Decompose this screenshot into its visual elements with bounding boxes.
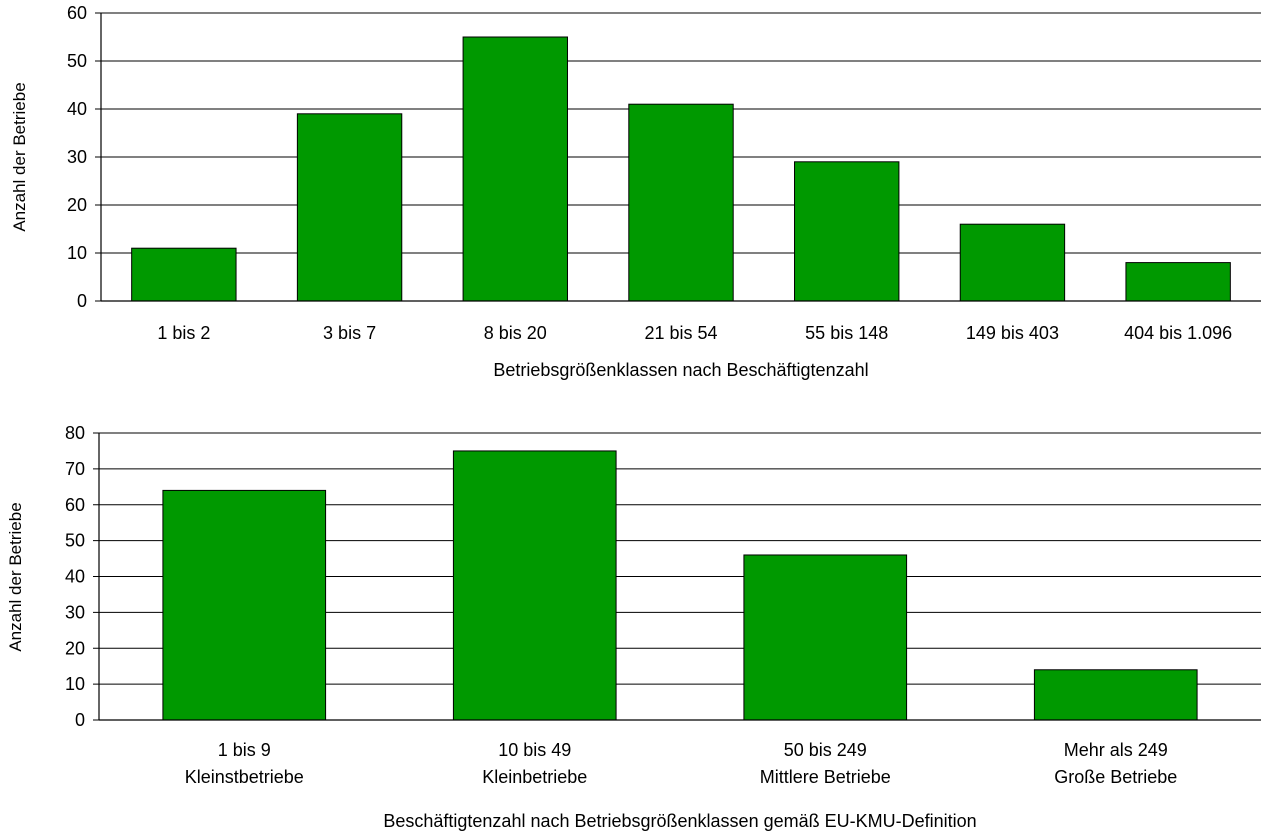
x-tick-label: 1 bis 9 Kleinstbetriebe [185, 740, 304, 787]
y-tick-label: 30 [65, 602, 85, 622]
y-tick-label: 10 [67, 243, 87, 263]
x-axis-title: Beschäftigtenzahl nach Betriebsgrößenkla… [383, 811, 976, 831]
y-tick-label: 50 [67, 51, 87, 71]
y-tick-label: 70 [65, 459, 85, 479]
y-tick-label: 60 [65, 495, 85, 515]
y-tick-label: 50 [65, 531, 85, 551]
y-tick-label: 20 [67, 195, 87, 215]
x-tick-label: 50 bis 249 Mittlere Betriebe [760, 740, 891, 787]
bar [162, 489, 327, 721]
x-tick-label: 55 bis 148 [805, 323, 888, 343]
x-axis-title: Betriebsgrößenklassen nach Beschäftigten… [493, 360, 868, 380]
y-tick-label: 0 [75, 710, 85, 730]
y-tick-label: 40 [67, 99, 87, 119]
chart-eu-kmu-klassen: 0 10 20 30 40 50 60 70 80 1 bis 9 Kleinstbetriebe 1… [6, 423, 1261, 831]
bar [743, 554, 908, 721]
x-tick-label: 21 bis 54 [644, 323, 717, 343]
y-tick-label: 40 [65, 567, 85, 587]
y-tick-label: 80 [65, 423, 85, 443]
y-tick-label: 10 [65, 674, 85, 694]
y-axis-title: Anzahl der Betriebe [10, 82, 29, 231]
y-tick-label: 30 [67, 147, 87, 167]
bar [1033, 669, 1198, 721]
bar [296, 113, 403, 302]
x-tick-label: Mehr als 249 Große Betriebe [1054, 740, 1177, 787]
y-tick-label: 20 [65, 638, 85, 658]
bar [1125, 262, 1231, 302]
bar [794, 161, 900, 302]
x-tick-label: 10 bis 49 Kleinbetriebe [482, 740, 587, 787]
chart-betriebsgroessenklassen: 0 10 20 30 40 50 60 1 bis 2 3 bis 7 8 bis 20 21 bi… [10, 3, 1261, 380]
bar [959, 223, 1066, 302]
x-tick-label: 3 bis 7 [323, 323, 376, 343]
y-tick-label: 60 [67, 3, 87, 23]
y-tick-label: 0 [77, 291, 87, 311]
bar [452, 450, 617, 721]
x-tick-label: 404 bis 1.096 [1124, 323, 1232, 343]
bar [131, 247, 237, 302]
x-tick-label: 149 bis 403 [966, 323, 1059, 343]
bar [628, 103, 734, 302]
y-axis-title: Anzahl der Betriebe [6, 502, 25, 651]
x-tick-label: 1 bis 2 [157, 323, 210, 343]
x-tick-label: 8 bis 20 [484, 323, 547, 343]
bar [462, 36, 568, 302]
